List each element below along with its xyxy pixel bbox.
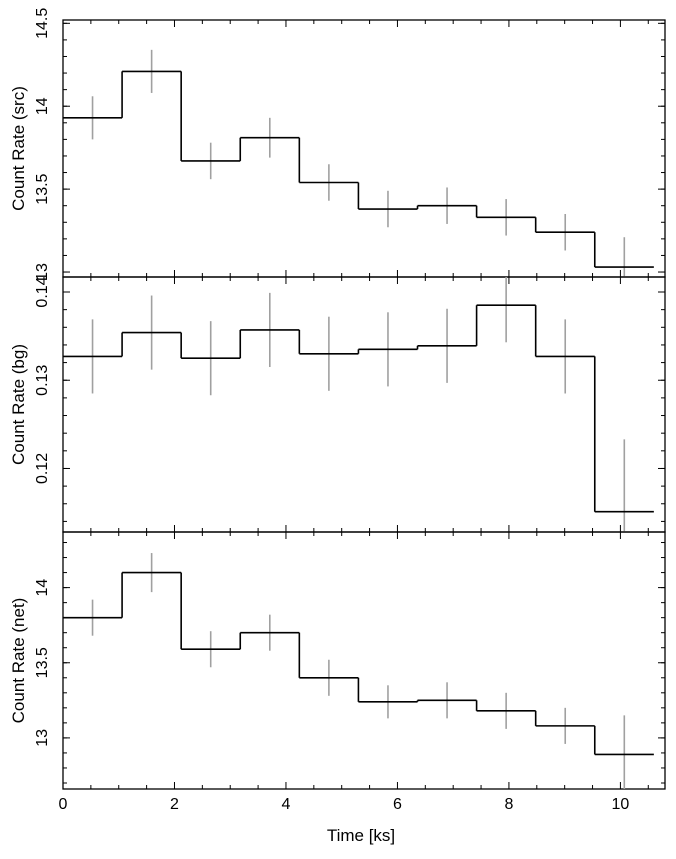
plot-frame <box>62 19 666 278</box>
y-tick-label: 13 <box>34 263 51 281</box>
y-tick-label: 0.14 <box>34 276 51 307</box>
x-tick-label: 2 <box>170 796 179 813</box>
x-tick-label: 4 <box>282 796 291 813</box>
y-tick-label: 14.5 <box>34 8 51 39</box>
x-tick-label: 8 <box>504 796 513 813</box>
y-tick-label: 13.5 <box>34 173 51 204</box>
y-tick-label: 0.13 <box>34 365 51 396</box>
plot-frame <box>62 276 666 533</box>
panel-net: 13 13.5 14 Count Rate (net) 0 2 4 6 8 10 <box>9 531 666 813</box>
y-tick-label: 0.12 <box>34 453 51 484</box>
y-tick-label: 13.5 <box>34 647 51 678</box>
panel-src: 13 13.5 14 14.5 Count Rate (src) <box>9 8 666 281</box>
y-tick-label: 13 <box>34 729 51 747</box>
x-tick-label: 0 <box>59 796 68 813</box>
y-axis-label: Count Rate (net) <box>9 598 28 724</box>
x-tick-label: 10 <box>612 796 630 813</box>
y-tick-label: 14 <box>34 579 51 597</box>
x-axis-label: Time [ks] <box>327 826 395 845</box>
y-axis-label: Count Rate (bg) <box>9 344 28 465</box>
y-tick-label: 14 <box>34 97 51 115</box>
x-tick-label: 6 <box>393 796 402 813</box>
y-axis-label: Count Rate (src) <box>9 86 28 211</box>
panel-bg: 0.12 0.13 0.14 Count Rate (bg) <box>9 276 666 533</box>
plot-frame <box>62 531 666 790</box>
